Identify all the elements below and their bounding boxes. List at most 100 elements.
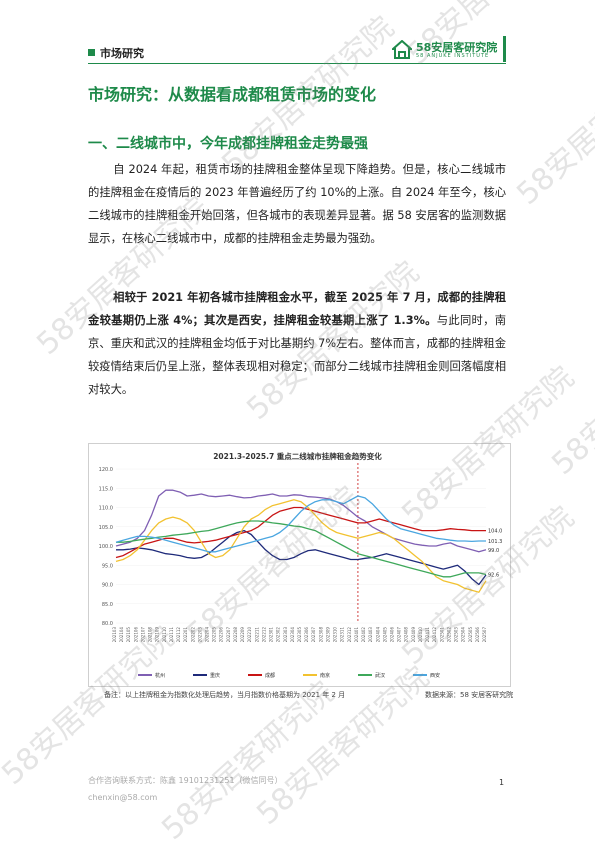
y-tick-label: 90.0 <box>102 583 113 589</box>
end-value-label: 99.0 <box>488 548 499 554</box>
x-tick-label: 202104 <box>119 627 124 643</box>
x-tick-label: 202107 <box>140 627 145 643</box>
x-tick-label: 202310 <box>333 627 338 643</box>
legend-label: 成都 <box>265 672 275 679</box>
x-tick-label: 202311 <box>340 627 345 643</box>
x-tick-label: 202205 <box>212 627 217 643</box>
y-tick-label: 85.0 <box>102 602 113 608</box>
section-tag-label: 市场研究 <box>100 47 144 60</box>
x-tick-label: 202112 <box>176 627 181 643</box>
section-marker-icon <box>88 49 95 56</box>
legend-label: 西安 <box>430 672 440 679</box>
chart-frame <box>88 443 511 687</box>
x-tick-label: 202105 <box>126 627 131 643</box>
chart-title: 2021.3-2025.7 重点二线城市挂牌租金趋势变化 <box>213 452 382 461</box>
contact-email: chenxin@58.com <box>88 793 158 802</box>
paragraph-2-bold: 相较于 2021 年初各城市挂牌租金水平，截至 2025 年 7 月，成都的挂牌… <box>88 291 506 327</box>
end-value-label: 104.0 <box>488 529 502 535</box>
x-tick-label: 202309 <box>325 627 330 643</box>
x-tick-label: 202203 <box>197 627 202 643</box>
series-line <box>116 520 487 578</box>
x-tick-label: 202504 <box>461 627 466 643</box>
legend-label: 武汉 <box>375 672 385 679</box>
header-divider <box>88 63 506 64</box>
section-tag: 市场研究 <box>88 45 144 61</box>
x-tick-label: 202507 <box>482 627 487 643</box>
logo-text-cn: 58安居客研究院 <box>416 41 498 54</box>
rent-trend-chart: 120.0 115.0 110.0 105.0 100.0 95.0 90.0 85.0 80.… <box>99 463 502 679</box>
x-tick-label: 202408 <box>404 627 409 643</box>
x-tick-label: 202307 <box>311 627 316 643</box>
x-tick-label: 202109 <box>155 627 160 643</box>
y-tick-label: 120.0 <box>99 467 113 473</box>
x-tick-label: 202505 <box>468 627 473 643</box>
series-line <box>115 499 487 593</box>
y-tick-label: 110.0 <box>99 506 113 512</box>
x-tick-label: 202211 <box>254 627 259 643</box>
x-tick-label: 202402 <box>361 627 366 643</box>
x-tick-label: 202206 <box>219 627 224 643</box>
x-tick-label: 202401 <box>354 627 359 643</box>
x-tick-label: 202506 <box>475 627 480 643</box>
legend-label: 杭州 <box>155 672 165 679</box>
x-tick-label: 202312 <box>347 627 352 643</box>
x-tick-label: 202403 <box>368 627 373 643</box>
x-tick-label: 202207 <box>226 627 231 643</box>
section-heading: 一、二线城市中，今年成都挂牌租金走势最强 <box>88 136 368 152</box>
x-tick-label: 202201 <box>183 627 188 643</box>
y-tick-label: 115.0 <box>99 486 113 492</box>
y-tick-label: 105.0 <box>99 525 113 531</box>
x-tick-label: 202305 <box>297 627 302 643</box>
series-line <box>115 495 486 553</box>
x-tick-label: 202306 <box>304 627 309 643</box>
x-tick-label: 202410 <box>418 627 423 643</box>
x-tick-label: 202106 <box>133 627 138 643</box>
paragraph-1: 自 2024 年起，租赁市场的挂牌租金整体呈现下降趋势。但是，核心二线城市的挂牌… <box>88 158 506 250</box>
paragraph-2-text: 与此同时，南京、重庆和武汉的挂牌租金均低于对比基期约 7%左右。整体而言，成都的… <box>88 314 506 396</box>
x-tick-label: 202411 <box>425 627 430 643</box>
y-tick-label: 80.0 <box>102 621 113 627</box>
x-tick-label: 202405 <box>382 627 387 643</box>
contact-info: 合作咨询联系方式：陈鑫 19101231251（微信同号） <box>88 776 283 785</box>
x-tick-label: 202308 <box>318 627 323 643</box>
logo-accent-bar <box>503 36 506 62</box>
brand-logo: 58安居客研究院 58 ANJUKE INSTITUTE <box>392 38 502 66</box>
x-tick-label: 202407 <box>397 627 402 643</box>
x-tick-label: 202303 <box>283 627 288 643</box>
page-title: 市场研究：从数据看成都租赁市场的变化 <box>88 85 377 104</box>
paragraph-2: 相较于 2021 年初各城市挂牌租金水平，截至 2025 年 7 月，成都的挂牌… <box>88 286 506 401</box>
x-tick-label: 202503 <box>454 627 459 643</box>
x-tick-label: 202409 <box>411 627 416 643</box>
x-tick-label: 202103 <box>112 627 117 643</box>
x-tick-label: 202202 <box>190 627 195 643</box>
series-line <box>115 489 487 553</box>
x-tick-label: 202111 <box>169 627 174 643</box>
x-tick-label: 202209 <box>240 627 245 643</box>
x-tick-label: 202502 <box>446 627 451 643</box>
chart-note: 备注：以上挂牌租金为指数化处理后趋势，当月指数价格基期为 2021 年 2 月 <box>104 691 346 699</box>
x-tick-label: 202404 <box>375 627 380 643</box>
series-line <box>115 506 486 559</box>
x-tick-label: 202110 <box>162 627 167 643</box>
x-tick-label: 202210 <box>247 627 252 643</box>
x-tick-label: 202208 <box>233 627 238 643</box>
page-number: 1 <box>499 778 505 787</box>
watermark-text: 58安居客研究院 <box>510 39 595 212</box>
x-tick-label: 202412 <box>432 627 437 643</box>
house-logo-icon <box>392 40 412 59</box>
legend-label: 重庆 <box>210 672 220 679</box>
end-value-label: 92.6 <box>488 572 499 578</box>
x-tick-label: 202406 <box>390 627 395 643</box>
paragraph-1-text: 自 2024 年起，租赁市场的挂牌租金整体呈现下降趋势。但是，核心二线城市的挂牌… <box>88 163 506 245</box>
x-tick-label: 202501 <box>439 627 444 643</box>
x-tick-label: 202204 <box>205 627 210 643</box>
x-tick-label: 202301 <box>269 627 274 643</box>
x-tick-label: 202212 <box>261 627 266 643</box>
chart-source: 数据来源：58 安居客研究院 <box>425 691 514 699</box>
x-tick-label: 202304 <box>290 627 295 643</box>
y-tick-label: 95.0 <box>102 563 113 569</box>
legend-label: 南京 <box>320 672 330 679</box>
x-tick-label: 202302 <box>276 627 281 643</box>
logo-text-en: 58 ANJUKE INSTITUTE <box>416 53 490 59</box>
end-value-label: 101.3 <box>488 539 502 545</box>
